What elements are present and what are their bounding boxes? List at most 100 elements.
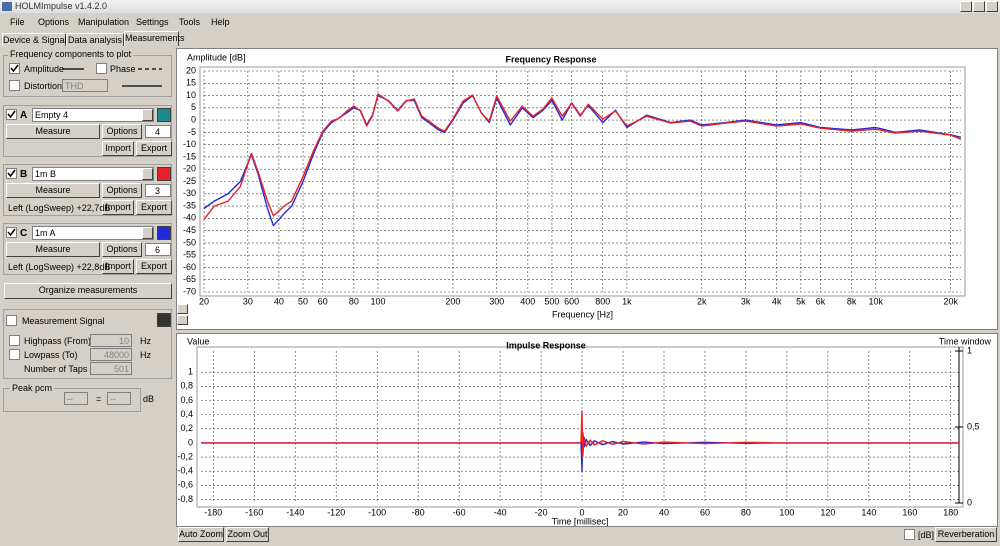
x-tick-label: 60 <box>318 296 328 306</box>
y2-tick-label: 0 <box>967 497 972 507</box>
measurement-checkbox[interactable] <box>6 109 17 120</box>
x-tick-label: 140 <box>861 507 876 517</box>
tab[interactable]: Device & Signal <box>2 33 67 46</box>
menu-item[interactable]: Manipulation <box>78 17 130 27</box>
y-tick-label: 10 <box>186 90 196 100</box>
x-tick-label: -120 <box>327 507 345 517</box>
peak-right: -- <box>107 392 131 405</box>
x-tick-label: 20k <box>943 296 958 306</box>
y-tick-label: 0,6 <box>180 395 193 405</box>
y-tick-label: -10 <box>183 139 196 149</box>
y-tick-label: -0,6 <box>177 480 193 490</box>
highpass-checkbox[interactable] <box>9 335 20 346</box>
y-tick-label: -25 <box>183 176 196 186</box>
x-tick-label: 80 <box>349 296 359 306</box>
y-tick-label: 5 <box>191 102 196 112</box>
y-tick-label: -60 <box>183 262 196 272</box>
check-mark <box>7 169 16 178</box>
lowpass-input[interactable]: 48000 <box>90 348 132 361</box>
count-spinner[interactable]: 6 <box>145 243 171 256</box>
x-tick-label: 120 <box>820 507 835 517</box>
import-button[interactable]: Import <box>102 141 134 156</box>
plot-area <box>196 346 964 508</box>
options-button[interactable]: Options <box>102 242 142 257</box>
distortion-select[interactable]: THD <box>62 79 108 92</box>
export-button[interactable]: Export <box>136 141 172 156</box>
measurement-checkbox[interactable] <box>6 168 17 179</box>
x-tick-label: -180 <box>204 507 222 517</box>
tab[interactable]: Measurements <box>124 31 185 46</box>
x-tick-label: 20 <box>618 507 628 517</box>
phase-checkbox[interactable] <box>96 63 107 74</box>
measurement-color[interactable] <box>157 108 171 122</box>
count-spinner[interactable]: 3 <box>145 184 171 197</box>
signal-color[interactable] <box>157 313 171 327</box>
zoom-out-button[interactable]: Zoom Out <box>226 527 269 542</box>
import-button[interactable]: Import <box>102 200 134 215</box>
side-panel: Frequency components to plot Amplitude Pha… <box>0 46 175 546</box>
menu-item[interactable]: Tools <box>179 17 201 27</box>
amplitude-checkbox[interactable] <box>9 63 20 74</box>
menu-item[interactable]: File <box>10 17 25 27</box>
title-bar: HOLMImpulse v1.4.2.0 <box>0 0 1000 13</box>
options-button[interactable]: Options <box>102 183 142 198</box>
highpass-input[interactable]: 10 <box>90 334 132 347</box>
x-tick-label: 100 <box>779 507 794 517</box>
maximize-button[interactable] <box>973 1 985 12</box>
dropdown-arrow[interactable] <box>142 227 153 239</box>
check-mark <box>10 64 19 73</box>
taps-input[interactable]: 501 <box>90 362 132 375</box>
db-checkbox[interactable] <box>904 529 915 540</box>
minimize-button[interactable] <box>960 1 972 12</box>
x-tick-label: -20 <box>535 507 548 517</box>
measure-button[interactable]: Measure <box>6 183 100 198</box>
y-tick-label: -55 <box>183 250 196 260</box>
measurement-color[interactable] <box>157 167 171 181</box>
measurement-select[interactable]: 1m A <box>32 226 154 240</box>
x-tick-label: -80 <box>412 507 425 517</box>
scroll-down[interactable] <box>177 315 188 325</box>
distortion-line-style <box>122 85 162 87</box>
measurement-color[interactable] <box>157 226 171 240</box>
x-axis-label: Time [millisec] <box>552 516 609 526</box>
measurement-select[interactable]: 1m B <box>32 167 154 181</box>
scroll-up[interactable] <box>177 304 188 314</box>
count-spinner[interactable]: 4 <box>145 125 171 138</box>
measure-button[interactable]: Measure <box>6 242 100 257</box>
x-axis-label: Frequency [Hz] <box>552 309 613 319</box>
chart-title: Frequency Response <box>505 54 596 64</box>
lowpass-checkbox[interactable] <box>9 349 20 360</box>
x-tick-label: 30 <box>243 296 253 306</box>
reverberation-button[interactable]: Reverberation <box>935 527 997 542</box>
close-button[interactable] <box>986 1 998 12</box>
auto-zoom-button[interactable]: Auto Zoom <box>178 527 224 542</box>
measurement-box <box>3 223 172 275</box>
y-axis-label: Value <box>187 336 209 346</box>
x-tick-label: 4k <box>772 296 782 306</box>
export-button[interactable]: Export <box>136 259 172 274</box>
lowpass-label: Lowpass (To) <box>24 350 78 360</box>
distortion-checkbox[interactable] <box>9 80 20 91</box>
x-tick-label: 80 <box>741 507 751 517</box>
tab[interactable]: Data analysis <box>66 33 124 46</box>
menu-item[interactable]: Options <box>38 17 70 27</box>
measure-button[interactable]: Measure <box>6 124 100 139</box>
bottom-bar: Auto Zoom Zoom Out [dB] Reverberation <box>0 526 1000 546</box>
signal-checkbox[interactable] <box>6 315 17 326</box>
series-line <box>203 93 962 220</box>
y-tick-label: 0,4 <box>180 409 193 419</box>
menu-item[interactable]: Settings <box>136 17 169 27</box>
x-tick-label: 10k <box>869 296 884 306</box>
measurement-checkbox[interactable] <box>6 227 17 238</box>
menu-item[interactable]: Help <box>211 17 230 27</box>
y-tick-label: 1 <box>188 367 193 377</box>
dropdown-arrow[interactable] <box>142 168 153 180</box>
options-button[interactable]: Options <box>102 124 142 139</box>
dropdown-arrow[interactable] <box>142 109 153 121</box>
import-button[interactable]: Import <box>102 259 134 274</box>
x-tick-label: 400 <box>520 296 535 306</box>
organize-button[interactable]: Organize measurements <box>4 283 172 299</box>
export-button[interactable]: Export <box>136 200 172 215</box>
measurement-select[interactable]: Empty 4 <box>32 108 154 122</box>
